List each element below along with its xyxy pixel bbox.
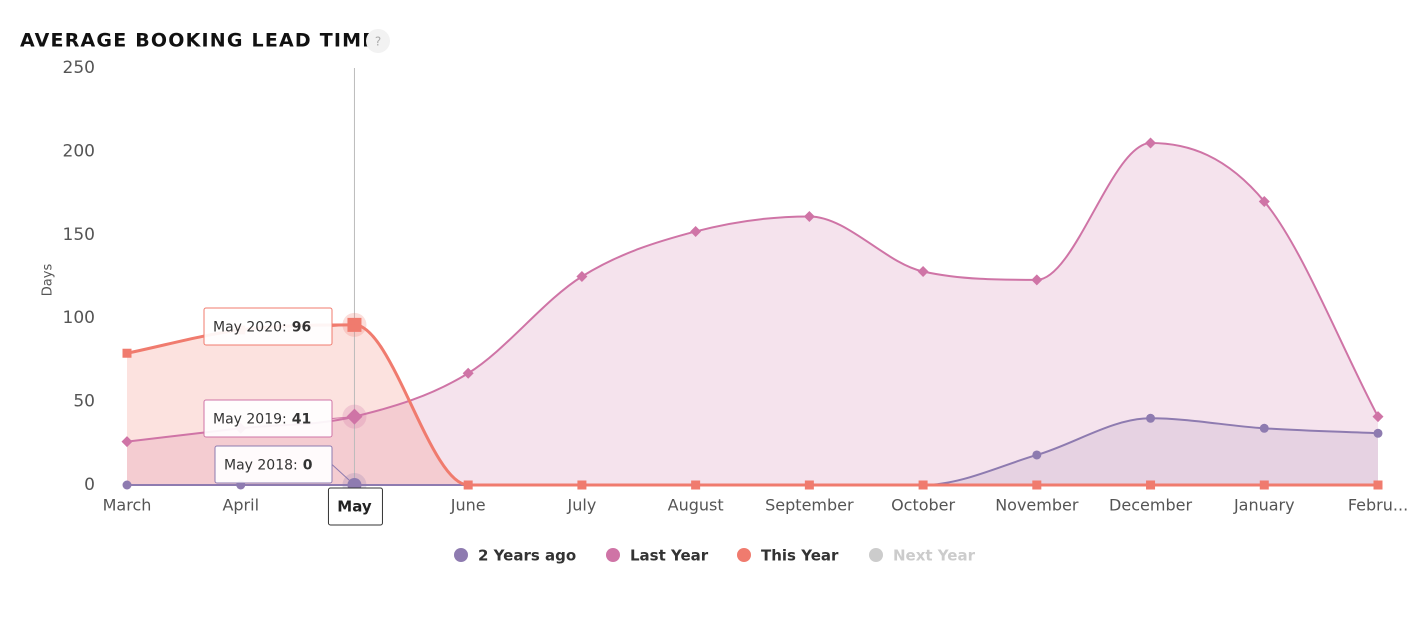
marker (691, 480, 701, 490)
x-tick-label: November (995, 496, 1079, 515)
x-tick-label: June (450, 496, 486, 515)
marker (918, 480, 928, 490)
x-tick-label: August (668, 496, 724, 515)
marker (462, 367, 474, 379)
series-area (127, 418, 1378, 485)
tooltip-value: 0 (303, 458, 313, 474)
tooltip-box (214, 445, 333, 484)
marker (576, 271, 588, 282)
marker (1373, 480, 1383, 490)
marker (1032, 480, 1042, 490)
crosshair-label-box (327, 487, 383, 526)
marker (463, 480, 473, 490)
series-area (127, 143, 1378, 485)
y-tick-label: 150 (63, 225, 95, 245)
legend-marker[interactable] (869, 548, 883, 562)
tooltip-box (203, 399, 333, 438)
tooltip-value: 96 (292, 320, 311, 336)
tooltip-label: May 2020: (213, 320, 287, 336)
y-axis-title: Days (41, 264, 56, 297)
x-tick-label: March (103, 496, 152, 515)
marker (121, 436, 133, 448)
tooltip-text: May 2020: 96 (213, 320, 311, 336)
x-tick-label: January (1233, 496, 1295, 515)
help-icon-bg[interactable] (366, 29, 390, 53)
tooltip-value: 41 (292, 412, 311, 428)
marker (917, 265, 929, 277)
x-tick-label: Febru... (1348, 496, 1408, 515)
marker (1258, 195, 1270, 207)
x-tick-label: December (1109, 496, 1192, 515)
y-tick-label: 50 (73, 392, 95, 412)
help-icon[interactable]: ? (375, 35, 381, 49)
tooltip-label: May 2019: (213, 412, 287, 428)
marker (804, 480, 814, 490)
legend-label[interactable]: This Year (761, 547, 839, 565)
tooltip-pointer (331, 416, 355, 419)
marker (1146, 413, 1156, 423)
tooltip-text: May 2019: 41 (213, 412, 311, 428)
legend-marker[interactable] (454, 548, 468, 562)
marker (1146, 480, 1156, 490)
chart-title: AVERAGE BOOKING LEAD TIME (20, 30, 376, 52)
legend-label[interactable]: Next Year (893, 547, 976, 565)
marker (1373, 428, 1383, 438)
tooltip-pointer (331, 324, 355, 327)
x-tick-label: July (567, 496, 597, 515)
marker (690, 225, 702, 237)
marker (1032, 450, 1042, 460)
tooltip-pointer (331, 464, 355, 486)
marker (122, 480, 132, 490)
legend-marker[interactable] (606, 548, 620, 562)
legend-label[interactable]: 2 Years ago (478, 547, 576, 565)
legend-marker[interactable] (737, 548, 751, 562)
marker (803, 210, 815, 222)
tooltip-box (203, 307, 333, 346)
marker (1031, 274, 1043, 286)
y-tick-label: 250 (63, 58, 95, 78)
crosshair-label: May (337, 498, 372, 516)
tooltip-text: May 2018: 0 (224, 458, 313, 474)
marker (1259, 423, 1269, 433)
y-tick-label: 0 (84, 475, 95, 495)
y-tick-label: 100 (63, 308, 95, 328)
x-tick-label: April (222, 496, 259, 515)
legend-label[interactable]: Last Year (630, 547, 709, 565)
y-tick-label: 200 (63, 141, 95, 161)
marker (1372, 411, 1384, 423)
marker (1259, 480, 1269, 490)
tooltip-label: May 2018: (224, 458, 298, 474)
marker (577, 480, 587, 490)
x-tick-label: October (891, 496, 955, 515)
x-tick-label: September (765, 496, 854, 515)
marker (122, 348, 132, 358)
marker (1145, 137, 1157, 149)
